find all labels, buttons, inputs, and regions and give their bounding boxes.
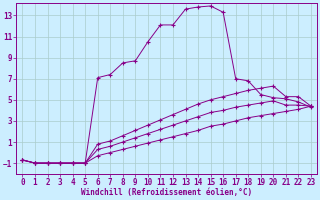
X-axis label: Windchill (Refroidissement éolien,°C): Windchill (Refroidissement éolien,°C)	[81, 188, 252, 197]
